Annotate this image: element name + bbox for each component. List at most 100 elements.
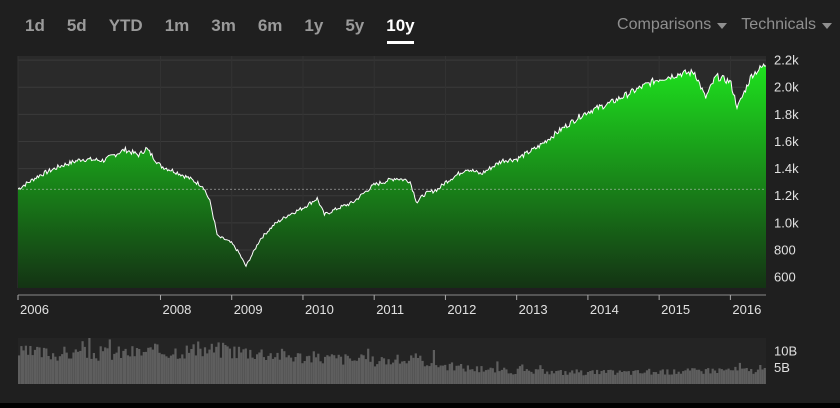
volume-bar: [142, 352, 145, 384]
y-tick-label: 800: [774, 243, 796, 258]
y-axis: 600 800 1.0k 1.2k 1.4k 1.6k 1.8k 2.0k 2.2k: [774, 53, 799, 285]
volume-bar: [185, 345, 188, 384]
volume-bar: [500, 369, 503, 384]
chart-area[interactable]: 600 800 1.0k 1.2k 1.4k 1.6k 1.8k 2.0k 2.2k 2006 2…: [0, 48, 840, 403]
volume-bar: [172, 354, 175, 384]
x-tick-label: 2010: [305, 302, 334, 317]
volume-bar: [670, 374, 673, 384]
volume-bar: [528, 370, 531, 384]
volume-bar: [487, 369, 490, 384]
range-tab-1d[interactable]: 1d: [25, 16, 45, 35]
volume-bar: [503, 367, 506, 384]
volume-bar: [398, 363, 401, 384]
volume-bar: [550, 370, 553, 384]
volume-bar: [396, 354, 399, 384]
volume-tick-label: 5B: [774, 360, 790, 375]
volume-bar: [509, 373, 513, 384]
volume-bar: [763, 368, 766, 384]
volume-bar: [54, 356, 57, 384]
range-tab-3m[interactable]: 3m: [211, 16, 236, 35]
range-tab-5y[interactable]: 5y: [345, 16, 365, 35]
volume-bar: [639, 373, 642, 384]
volume-bar: [22, 350, 25, 384]
volume-bar: [473, 371, 476, 384]
menus: Comparisons Technicals: [617, 16, 832, 34]
volume-bar: [532, 373, 535, 384]
volume-bar: [684, 370, 687, 384]
volume-bar: [197, 341, 200, 384]
volume-bar: [371, 356, 374, 384]
volume-bar: [183, 358, 186, 384]
volume-bar: [720, 369, 723, 384]
volume-bar: [729, 370, 732, 384]
volume-bar: [20, 346, 23, 384]
volume-bar: [659, 370, 662, 384]
price-area-fill: [18, 64, 766, 288]
range-tab-5d[interactable]: 5d: [66, 16, 87, 35]
volume-bar: [333, 355, 336, 384]
technicals-dropdown[interactable]: Technicals: [741, 16, 832, 34]
volume-bar: [249, 349, 252, 384]
volume-bar: [480, 366, 483, 384]
volume-bar: [713, 370, 717, 384]
volume-bar: [194, 355, 197, 384]
range-tab-1m[interactable]: 1m: [164, 16, 190, 35]
volume-bar: [410, 355, 413, 384]
x-tick-label: 2009: [234, 302, 263, 317]
volume-bar: [283, 351, 286, 384]
volume-bar: [72, 352, 75, 384]
volume-bar: [575, 369, 578, 384]
volume-bar: [163, 354, 166, 384]
range-tab-ytd[interactable]: YTD: [108, 16, 143, 35]
volume-bar: [296, 353, 299, 384]
volume-bar: [219, 357, 222, 384]
volume-bar: [124, 348, 127, 384]
volume-bar: [258, 352, 261, 384]
volume-bar: [625, 371, 628, 384]
volume-bar: [593, 374, 596, 384]
range-tab-10y[interactable]: 10y: [375, 14, 425, 44]
volume-bar: [156, 344, 159, 384]
volume-bar: [682, 371, 685, 384]
volume-bar: [738, 362, 741, 384]
range-tab-1y[interactable]: 1y: [304, 16, 324, 35]
volume-bar: [321, 363, 324, 384]
volume-bar: [534, 369, 537, 384]
volume-bar: [450, 362, 454, 384]
volume-bar: [546, 371, 549, 384]
volume-bar: [564, 371, 567, 384]
volume-bar: [244, 348, 247, 384]
comparisons-dropdown[interactable]: Comparisons: [617, 16, 728, 34]
volume-bar: [210, 343, 213, 384]
volume-bar: [353, 360, 356, 384]
volume-bar: [319, 361, 322, 384]
volume-bar: [101, 351, 105, 384]
volume-bar: [552, 373, 556, 384]
volume-bar: [385, 364, 388, 384]
volume-bar: [428, 366, 431, 384]
volume-bar: [741, 368, 744, 384]
volume-bar: [104, 347, 107, 384]
volume-bar: [274, 357, 277, 384]
volume-bar: [641, 373, 644, 384]
volume-bar: [140, 355, 143, 384]
volume-bar: [611, 370, 615, 384]
volume-bar: [290, 357, 293, 384]
volume-bar: [267, 355, 270, 384]
volume-bar: [598, 374, 601, 384]
volume-bar: [346, 355, 349, 384]
volume-bar: [251, 357, 254, 384]
volume-bar: [516, 368, 519, 384]
comparisons-label: Comparisons: [617, 16, 712, 33]
volume-bar: [688, 370, 692, 384]
volume-bar: [693, 368, 696, 384]
volume-bar: [446, 370, 449, 384]
volume-bar: [262, 357, 265, 384]
range-tab-6m[interactable]: 6m: [257, 16, 283, 35]
volume-bar: [652, 372, 655, 384]
volume-bar: [437, 367, 440, 384]
volume-bar: [97, 360, 100, 384]
volume-bar: [605, 372, 608, 384]
volume-bar: [169, 355, 173, 384]
